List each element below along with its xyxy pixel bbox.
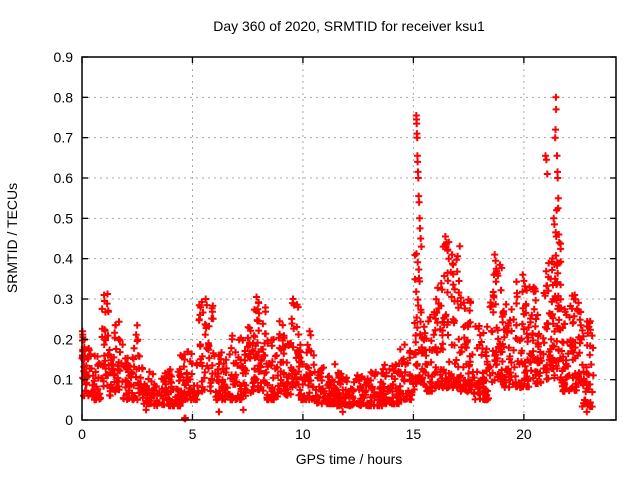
x-tick-label: 15 — [406, 426, 422, 442]
tick-labels: 0 5 10 15 20 0 0.1 0.2 0.3 0.4 0.5 0.6 0.7 0.8 0.9 — [54, 49, 532, 442]
chart-title: Day 360 of 2020, SRMTID for receiver ksu… — [213, 18, 485, 34]
y-tick-label: 0.1 — [54, 372, 74, 388]
scatter-points — [78, 93, 597, 423]
plot-border — [81, 56, 617, 421]
y-axis-label: SRMTID / TECUs — [4, 183, 20, 293]
x-tick-label: 20 — [516, 426, 532, 442]
y-tick-label: 0.3 — [54, 291, 74, 307]
gridlines — [82, 57, 616, 420]
x-tick-label: 5 — [189, 426, 197, 442]
x-axis-label: GPS time / hours — [296, 451, 403, 467]
axis-ticks — [81, 56, 616, 421]
y-tick-label: 0.6 — [54, 170, 74, 186]
y-tick-label: 0.4 — [54, 251, 74, 267]
y-tick-label: 0 — [65, 412, 73, 428]
x-tick-label: 10 — [295, 426, 311, 442]
y-tick-label: 0.2 — [54, 331, 74, 347]
y-tick-label: 0.8 — [54, 89, 74, 105]
y-tick-label: 0.7 — [54, 130, 74, 146]
y-tick-label: 0.9 — [54, 49, 74, 65]
y-tick-label: 0.5 — [54, 210, 74, 226]
x-tick-label: 0 — [78, 426, 86, 442]
data-point-markers — [78, 93, 597, 423]
